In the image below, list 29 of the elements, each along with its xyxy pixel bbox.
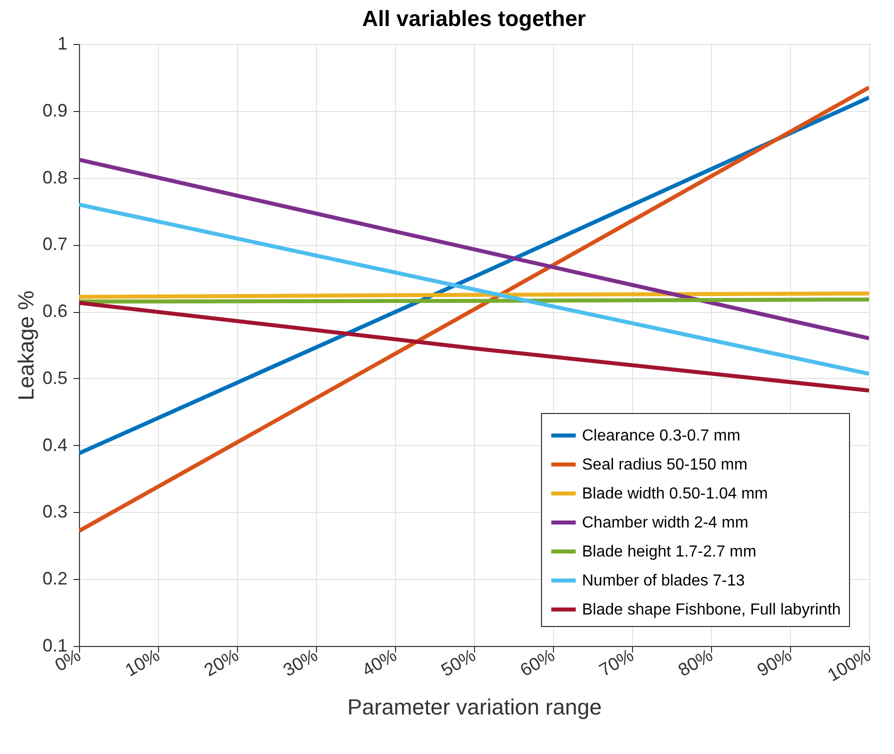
x-tick-label: 30% [280, 644, 321, 680]
y-tick-label: 0.2 [42, 568, 68, 589]
y-tick-label: 0.7 [42, 234, 68, 254]
legend-label: Number of blades 7-13 [582, 572, 745, 590]
y-tick-label: 1 [57, 34, 68, 54]
legend-label: Seal radius 50-150 mm [582, 456, 748, 474]
x-tick-label: 90% [754, 644, 795, 680]
y-tick-label: 0.5 [42, 368, 68, 388]
legend-label: Blade shape Fishbone, Full labyrinth [582, 602, 841, 618]
y-tick-label: 0.4 [42, 434, 68, 455]
x-tick-label: 80% [674, 644, 716, 680]
legend-label: Blade width 0.50-1.04 mm [582, 486, 768, 502]
x-tick-label: 40% [358, 644, 400, 680]
y-tick-label: 0.3 [42, 502, 68, 522]
y-axis-title: Leakage % [13, 290, 38, 401]
x-tick-label: 50% [438, 644, 479, 680]
x-axis-title: Parameter variation range [347, 694, 602, 720]
y-tick-label: 0.8 [42, 167, 68, 188]
chart-title: All variables together [362, 6, 586, 31]
legend-label: Blade height 1.7-2.7 mm [582, 544, 756, 560]
x-tick-label: 70% [596, 644, 637, 680]
legend-label: Chamber width 2-4 mm [582, 514, 748, 532]
x-tick-label: 20% [200, 644, 242, 680]
x-tick-label: 10% [122, 644, 163, 680]
legend-label: Clearance 0.3-0.7 mm [582, 428, 740, 444]
x-tick-label: 60% [516, 644, 558, 680]
y-tick-label: 0.1 [42, 636, 68, 656]
y-tick-label: 0.9 [42, 100, 68, 120]
y-tick-label: 0.6 [42, 301, 68, 322]
